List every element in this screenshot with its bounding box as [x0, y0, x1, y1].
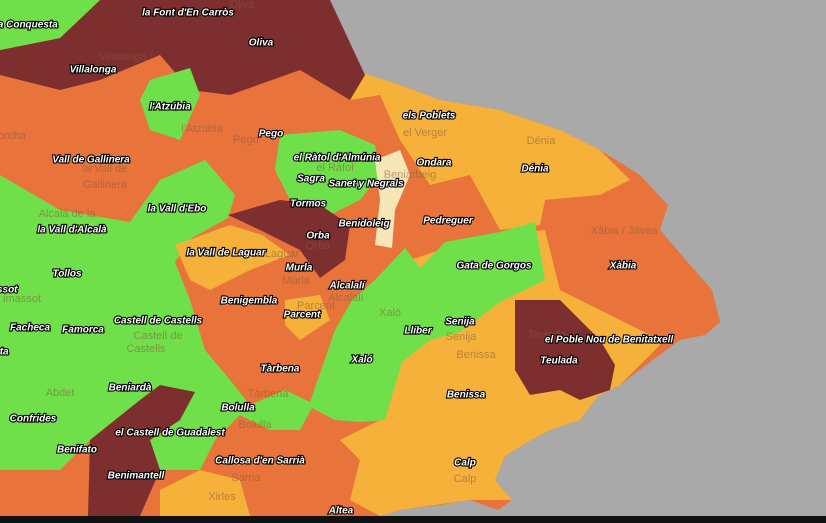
basemap-label: Murla: [282, 275, 310, 287]
place-label: Llíber: [404, 326, 432, 337]
basemap-label: Xaló: [379, 307, 401, 319]
place-label: Callosa d'en Sarrià: [215, 456, 305, 467]
basemap-label: Beniarbeig: [384, 169, 437, 181]
basemap-label: Abdet: [46, 387, 75, 399]
place-label: el Poble Nou de Benitatxell: [545, 335, 674, 346]
basemap-label: Xirles: [208, 491, 236, 503]
basemap-label: Alcalà de la: [39, 208, 97, 220]
basemap-label: imassot: [3, 293, 41, 305]
place-label: Pego: [259, 129, 283, 140]
place-label: Beniardà: [109, 383, 152, 394]
place-label: Benifato: [57, 445, 97, 456]
place-label: la Vall d'Alcalà: [37, 225, 107, 236]
basemap-label: Castells: [126, 343, 166, 355]
basemap-label: Benissa: [456, 349, 496, 361]
place-label: Teulada: [540, 356, 578, 367]
place-label: Facheca: [10, 323, 50, 334]
basemap-label: Senija: [446, 331, 477, 343]
land: [0, 0, 720, 516]
basemap-label: Dénia: [527, 135, 557, 147]
place-label: Benigembla: [221, 296, 278, 307]
basemap-label: Parcent: [297, 300, 335, 312]
place-label: Calp: [454, 458, 476, 469]
place-label: l'Atzúbia: [149, 102, 191, 113]
place-label: Altea: [328, 506, 354, 517]
basemap-label: Laguar: [265, 248, 300, 260]
place-label: els Poblets: [403, 111, 456, 122]
basemap-label: Teulada: [528, 329, 567, 341]
place-label: Xaló: [350, 355, 372, 366]
place-label: el Castell de Guadalest: [115, 428, 225, 439]
basemap-label: la Vall de: [83, 163, 127, 175]
place-label: Parcent: [284, 310, 321, 321]
place-label: Tollos: [52, 269, 82, 280]
basemap-label: l'Atzúbia: [181, 123, 223, 135]
basemap-label: Vilallonga /: [99, 51, 154, 63]
place-label: Sagra: [297, 174, 325, 185]
place-label: Gata de Gorgos: [456, 261, 531, 272]
place-label: Confrides: [10, 414, 57, 425]
place-label: Oliva: [249, 38, 274, 49]
place-label: Benissa: [447, 390, 486, 401]
place-label: Orba: [306, 231, 330, 242]
place-label: la Font d'En Carròs: [142, 8, 234, 19]
place-label: massot: [0, 285, 18, 296]
basemap-label: Sarria: [231, 472, 261, 484]
basemap-label: Bolulla: [238, 419, 272, 431]
basemap-label: Pego: [233, 134, 259, 146]
place-label: Senija: [445, 317, 475, 328]
basemap-label: Tàrbena: [248, 388, 290, 400]
place-label: tellonet de la Conquesta: [0, 20, 58, 31]
basemap-label: orcha: [0, 130, 27, 142]
place-label: Dénia: [521, 164, 549, 175]
place-label: Benidoleig: [338, 219, 389, 230]
place-label: Villalonga: [70, 65, 117, 76]
place-label: Pedreguer: [423, 216, 474, 227]
basemap-label: Calp: [454, 473, 477, 485]
place-label: la Vall d'Ebo: [148, 204, 207, 215]
place-label: Sanet y Negrals: [328, 179, 403, 190]
place-label: Famorca: [62, 325, 104, 336]
place-label: la Vall de Laguar: [186, 248, 266, 259]
place-label: Tàrbena: [261, 364, 300, 375]
basemap-label: Orba: [306, 240, 331, 252]
place-label: Xàbia: [609, 261, 637, 272]
place-label: Murla: [286, 263, 313, 274]
place-label: Bolulla: [221, 403, 255, 414]
place-label: Castell de Castells: [114, 316, 203, 327]
place-label: Tormos: [290, 199, 327, 210]
basemap-label: Xàbia / Jávea: [591, 225, 659, 237]
basemap-label: el Ràfol: [316, 162, 353, 174]
basemap-label: el Verger: [403, 127, 447, 139]
basemap-label: Oliva: [229, 0, 255, 11]
place-label: Alcalalí: [328, 281, 365, 292]
basemap-labels: Oliva Vilallonga / l'Atzúbia Pego el Verger D…: [0, 0, 658, 503]
place-label: el Ràtol d'Almúnia: [294, 153, 381, 164]
place-label: Benimantell: [108, 471, 165, 482]
place-label: Vall de Gallinera: [52, 155, 130, 166]
place-label: leta: [0, 347, 9, 358]
place-labels: tellonet de la Conquesta la Font d'En Car…: [0, 7, 675, 518]
basemap-label: Castell de: [134, 330, 183, 342]
basemap-label: Gallinera: [83, 179, 128, 191]
place-label: Ondara: [416, 158, 451, 169]
basemap-label: Alcalalí: [328, 292, 363, 304]
bottom-bar: [0, 516, 826, 523]
